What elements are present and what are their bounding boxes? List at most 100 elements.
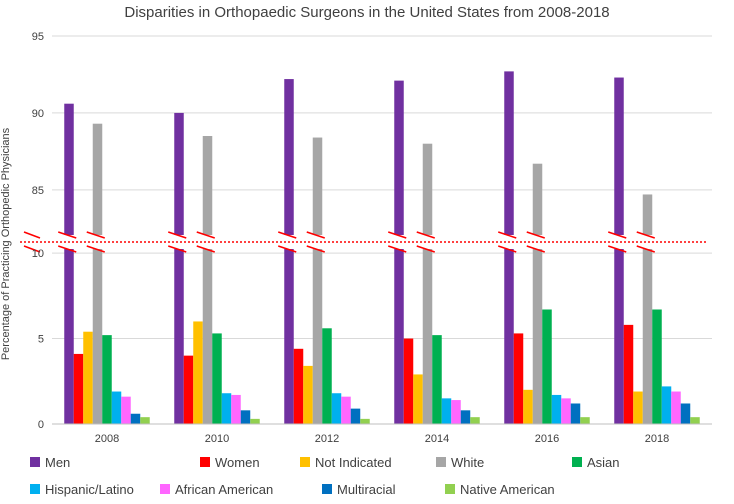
axis-break-mark-white-top-2012 <box>306 231 325 239</box>
axis-break-mark-men-top-2012 <box>278 231 297 239</box>
axis-break-mark-white-bottom-2012 <box>306 245 325 253</box>
bar-native-american-2008 <box>140 417 150 424</box>
x-tick-label-2010: 2010 <box>205 433 229 445</box>
bar-white-2014 <box>422 143 433 424</box>
axes: 85 90 95 0 5 10 2008 2010 2012 2014 2016 2018 <box>32 31 712 445</box>
legend-label-not-indicated: Not Indicated <box>315 455 392 470</box>
bar-women-2012 <box>293 348 304 424</box>
bar-native-american-2016 <box>580 417 590 424</box>
bar-hispanic-latino-2010 <box>221 393 232 424</box>
bar-native-american-2010 <box>250 418 260 424</box>
x-tick-label-2012: 2012 <box>315 433 339 445</box>
legend: Men Women Not Indicated White Asian Hispanic/… <box>30 455 620 497</box>
y-tick-label-lower-1: 5 <box>38 334 44 346</box>
legend-label-african-american: African American <box>175 482 273 497</box>
legend-swatch-native-american <box>445 484 455 494</box>
axis-break-mark-white-bottom-2018 <box>636 245 655 253</box>
axis-break-mark-men-bottom-2016 <box>498 245 517 253</box>
bar-women-2018 <box>623 324 634 424</box>
axis-break <box>20 231 714 253</box>
bar-african-american-2016 <box>561 398 571 424</box>
bar-asian-2018 <box>652 309 662 424</box>
bar-multiracial-2014 <box>460 410 471 424</box>
y-tick-label-lower-2: 10 <box>32 248 44 260</box>
legend-swatch-hispanic-latino <box>30 484 40 494</box>
bar-hispanic-latino-2014 <box>441 398 452 424</box>
legend-swatch-multiracial <box>322 484 332 494</box>
bar-native-american-2012 <box>360 418 370 424</box>
axis-break-mark-men-bottom-2014 <box>388 245 407 253</box>
bar-women-2016 <box>513 333 524 424</box>
x-tick-label-2018: 2018 <box>645 433 669 445</box>
bar-asian-2010 <box>212 333 222 424</box>
bar-native-american-2014 <box>470 417 480 424</box>
axis-break-mark-white-top-2010 <box>196 231 215 239</box>
axis-break-mark-white-top-2018 <box>636 231 655 239</box>
legend-swatch-white <box>436 457 446 467</box>
legend-swatch-not-indicated <box>300 457 310 467</box>
bar-women-2010 <box>183 355 194 424</box>
y-tick-label-lower-0: 0 <box>38 419 44 431</box>
legend-swatch-women <box>200 457 210 467</box>
bar-african-american-2010 <box>231 394 241 424</box>
gridlines <box>52 35 712 425</box>
legend-label-multiracial: Multiracial <box>337 482 396 497</box>
legend-swatch-african-american <box>160 484 170 494</box>
bar-men-2010 <box>174 112 184 424</box>
bar-white-2008 <box>92 123 103 424</box>
legend-label-white: White <box>451 455 484 470</box>
axis-break-mark-white-top-2014 <box>416 231 435 239</box>
axis-break-mark-white-bottom-2016 <box>526 245 545 253</box>
axis-break-mark-men-bottom-2018 <box>608 245 627 253</box>
x-tick-label-2016: 2016 <box>535 433 559 445</box>
bar-african-american-2014 <box>451 400 461 424</box>
bar-white-2012 <box>312 137 323 425</box>
axis-break-mark-men-bottom-2012 <box>278 245 297 253</box>
bar-asian-2016 <box>542 309 552 424</box>
axis-break-mark-men-bottom-2010 <box>168 245 187 253</box>
bar-white-2010 <box>202 136 213 424</box>
y-axis-label: Percentage of Practicing Orthopedic Phys… <box>0 127 12 360</box>
bar-multiracial-2016 <box>570 403 581 424</box>
axis-break-mark-white-top-2016 <box>526 231 545 239</box>
axis-break-mark-white-bottom-2014 <box>416 245 435 253</box>
bar-african-american-2008 <box>121 396 131 424</box>
bar-multiracial-2012 <box>350 408 361 424</box>
legend-label-women: Women <box>215 455 260 470</box>
legend-label-asian: Asian <box>587 455 620 470</box>
bar-african-american-2012 <box>341 396 351 424</box>
x-tick-label-2008: 2008 <box>95 433 119 445</box>
y-tick-label-upper-2: 95 <box>32 31 44 43</box>
bar-native-american-2018 <box>690 417 700 424</box>
y-tick-label-upper-1: 90 <box>32 108 44 120</box>
x-tick-label-2014: 2014 <box>425 433 449 445</box>
bar-hispanic-latino-2008 <box>111 391 122 424</box>
axis-break-mark-white-bottom-2010 <box>196 245 215 253</box>
bar-men-2014 <box>394 80 404 424</box>
bar-asian-2014 <box>432 335 442 424</box>
bar-hispanic-latino-2018 <box>661 386 672 424</box>
bar-men-2012 <box>284 79 294 425</box>
bar-not-indicated-2018 <box>633 391 643 424</box>
axis-break-mark-white-bottom-2008 <box>86 245 105 253</box>
legend-label-men: Men <box>45 455 70 470</box>
bar-white-2016 <box>532 163 543 424</box>
axis-break-mark-men-top-2014 <box>388 231 407 239</box>
bar-men-2018 <box>614 77 624 425</box>
bar-multiracial-2010 <box>240 410 251 424</box>
bar-not-indicated-2010 <box>193 321 203 424</box>
axis-break-mark-men-top-2010 <box>168 231 187 239</box>
legend-swatch-men <box>30 457 40 467</box>
bar-women-2008 <box>73 353 84 424</box>
bar-hispanic-latino-2016 <box>551 394 562 424</box>
chart-title: Disparities in Orthopaedic Surgeons in t… <box>124 4 609 21</box>
axis-break-mark-white-top-2008 <box>86 231 105 239</box>
legend-swatch-asian <box>572 457 582 467</box>
y-tick-label-upper-0: 85 <box>32 185 44 197</box>
axis-break-mark-men-top-2008 <box>58 231 77 239</box>
bar-not-indicated-2016 <box>523 389 533 424</box>
bar-women-2014 <box>403 338 414 424</box>
bar-white-2018 <box>642 194 653 424</box>
bar-not-indicated-2014 <box>413 374 423 424</box>
